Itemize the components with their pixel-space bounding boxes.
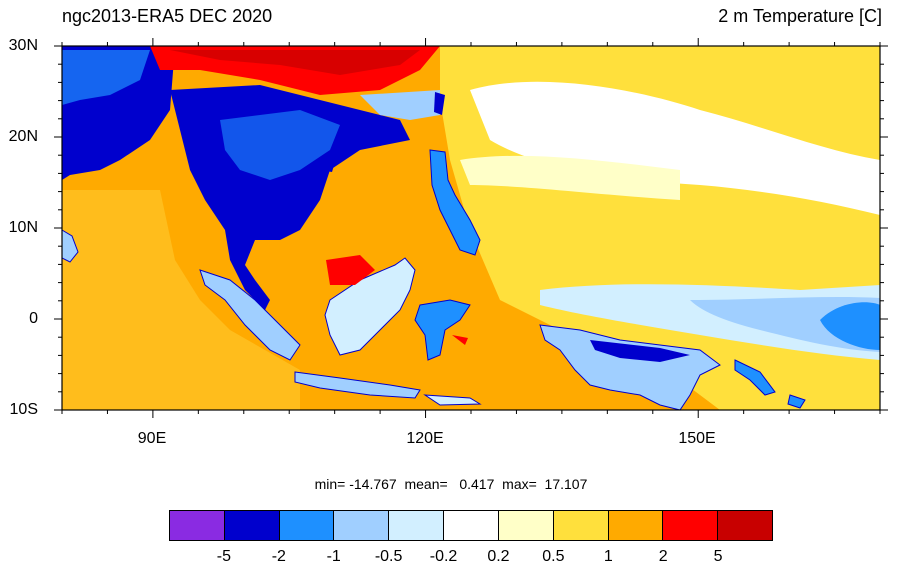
philippines-islands [429, 149, 481, 256]
colorbar-box [224, 511, 280, 540]
lon-label-150e: 150E [678, 430, 716, 447]
colorbar-label: -0.5 [374, 548, 403, 565]
pacific-neutral-band [470, 81, 880, 215]
pacific-light-yellow-band [460, 155, 680, 200]
statistics-line: min= -14.767 mean= 0.417 max= 17.107 [314, 476, 588, 492]
new-guinea-highlands-cold [590, 340, 690, 362]
lat-label-0: 0 [29, 310, 38, 327]
borneo-island [324, 257, 416, 356]
colorbar-box [170, 511, 225, 540]
lat-label-20n: 20N [8, 128, 38, 145]
colorbar-label: 0.5 [542, 548, 565, 565]
colorbar-label: 2 [658, 548, 668, 565]
colorbar-label: -1 [326, 548, 341, 565]
lat-label-10s: 10S [9, 401, 38, 418]
java-island [294, 371, 421, 399]
colorbar-box [279, 511, 335, 540]
indian-ocean-region [62, 190, 300, 410]
lat-label-10n: 10N [8, 219, 38, 236]
solomon-islands [787, 394, 806, 409]
indochina-cool-patch [220, 110, 340, 180]
bismarck-islands [734, 359, 776, 396]
colorbar-label: 0.2 [487, 548, 510, 565]
colorbar-box [663, 511, 719, 540]
colorbar-box [553, 511, 609, 540]
taiwan-island [434, 92, 445, 115]
colorbar-box [389, 511, 445, 540]
borneo-warm-spot [326, 255, 375, 285]
tibetan-plateau-hot-core [170, 50, 420, 75]
colorbar-label: -2 [271, 548, 286, 565]
colorbar-box [334, 511, 390, 540]
land-cold-patch [62, 50, 150, 105]
right-title: 2 m Temperature [C] [718, 6, 882, 26]
left-title: ngc2013-ERA5 DEC 2020 [62, 6, 273, 26]
colorbar-box [608, 511, 664, 540]
equatorial-pacific-coldest-spot [820, 302, 880, 350]
colorbar-label: 1 [603, 548, 613, 565]
colorbar-box [718, 511, 772, 540]
colorbar-box [498, 511, 554, 540]
lat-label-30n: 30N [8, 37, 38, 54]
colorbar [169, 510, 773, 541]
south-china-coast [360, 90, 440, 120]
sumatra-island [199, 269, 301, 361]
colorbar-label: -0.2 [429, 548, 458, 565]
hainan-island [320, 160, 335, 172]
colorbar-label: 5 [713, 548, 723, 565]
lesser-sunda-islands [423, 394, 482, 406]
sulawesi-warm-spot [452, 335, 468, 345]
sulawesi-island [414, 299, 471, 361]
colorbar-label: -5 [216, 548, 232, 565]
lon-label-120e: 120E [406, 430, 444, 447]
lon-label-90e: 90E [137, 430, 167, 447]
colorbar-box [444, 511, 499, 540]
axis-ticks [54, 38, 888, 418]
